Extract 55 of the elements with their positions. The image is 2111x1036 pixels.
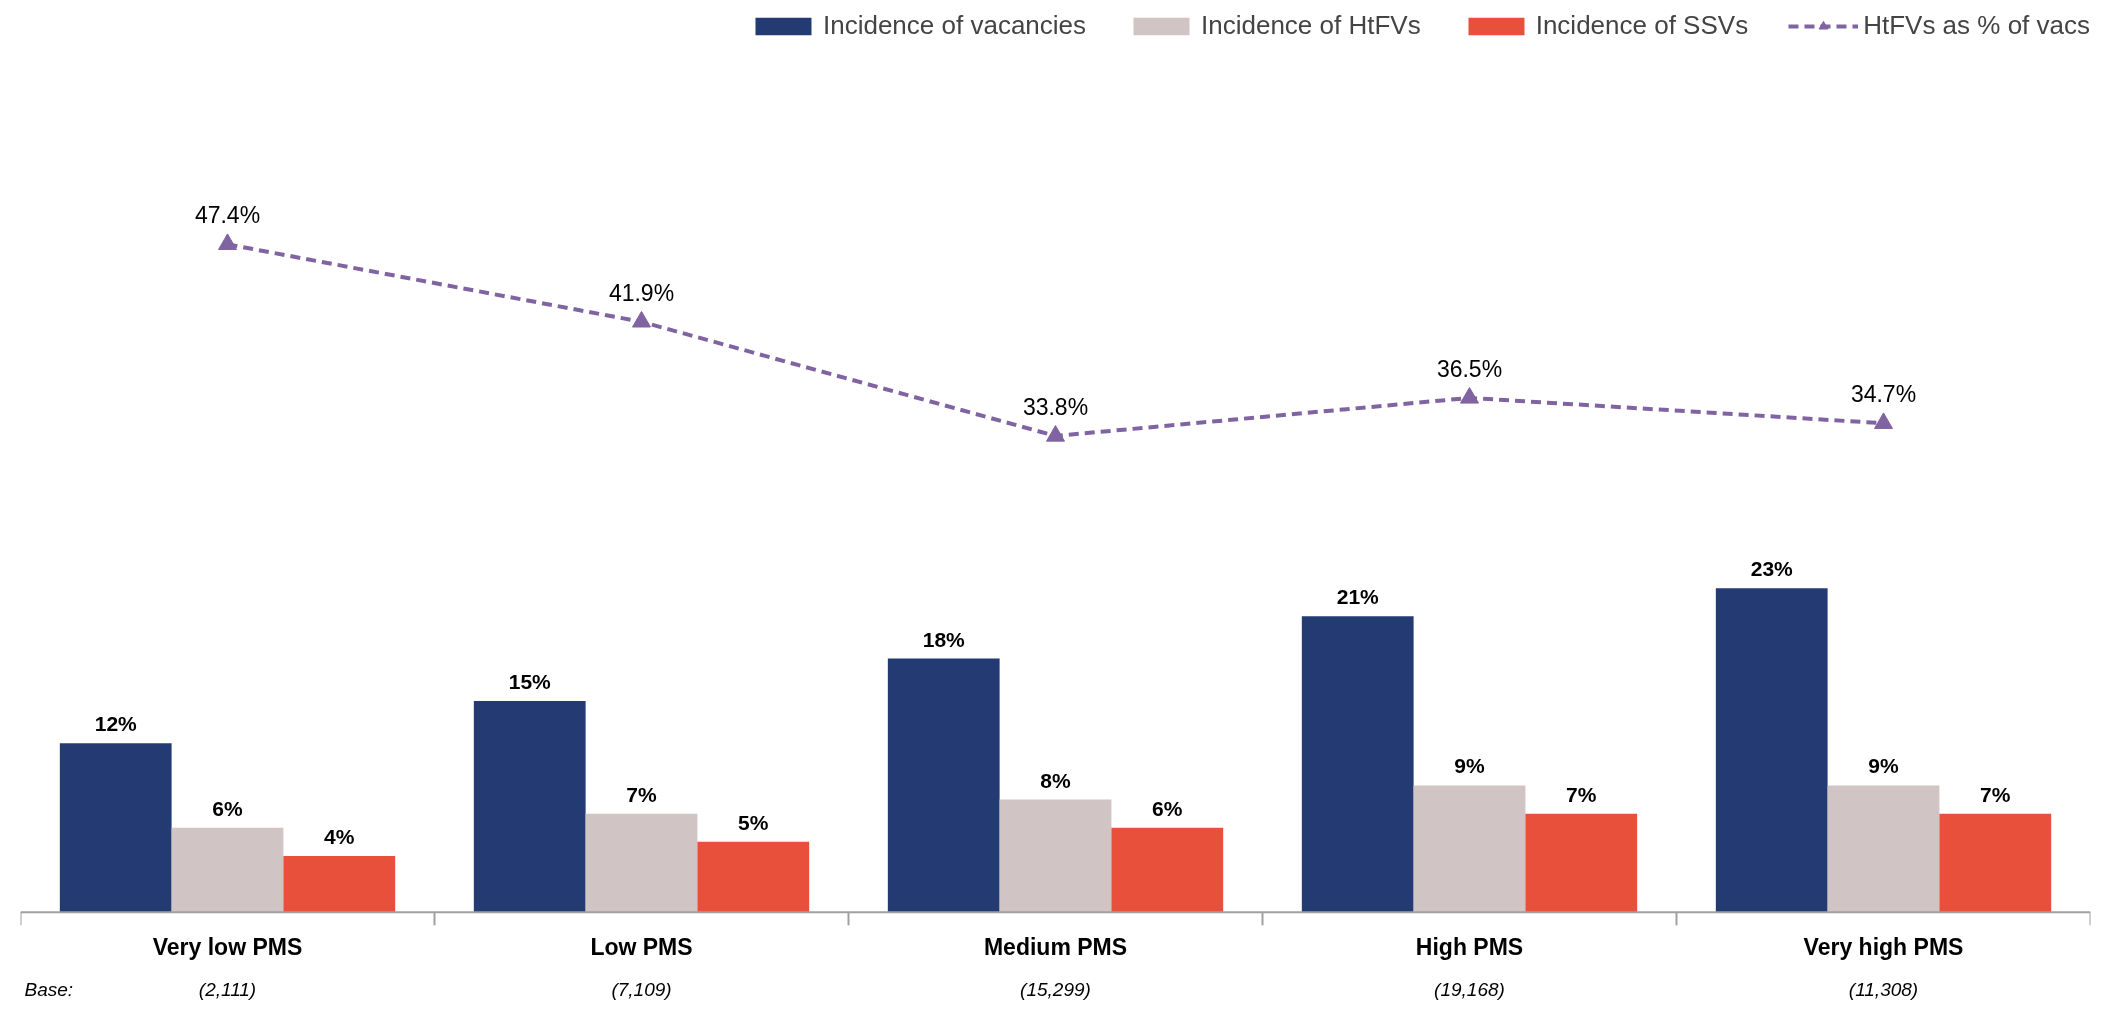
bar <box>1715 588 1828 913</box>
data-label: 8% <box>1040 768 1071 792</box>
data-label: 7% <box>1980 782 2011 806</box>
data-label: 7% <box>1566 782 1597 806</box>
bar <box>171 827 284 913</box>
data-label: 21% <box>1336 585 1380 609</box>
bar <box>1827 785 1940 913</box>
legend-label: Incidence of vacancies <box>822 10 1087 41</box>
bar <box>1525 813 1638 913</box>
text: (11,308) <box>1848 979 1919 1001</box>
text: (19,168) <box>1434 979 1505 1001</box>
x-tick-label: High PMS <box>1415 933 1524 960</box>
point <box>632 310 651 328</box>
data-label: 23% <box>1750 557 1794 581</box>
text: (15,299) <box>1020 979 1091 1001</box>
legend-label: Incidence of HtFVs <box>1201 10 1421 41</box>
x-tick-label: Very high PMS <box>1803 933 1964 960</box>
data-label: 12% <box>94 712 138 736</box>
bar <box>283 855 396 913</box>
bar <box>1301 616 1414 913</box>
bar <box>1413 785 1526 913</box>
data-label: 4% <box>324 824 355 848</box>
text: (2,111) <box>198 979 257 1001</box>
text: Base: <box>24 979 74 1001</box>
data-label: 6% <box>1152 796 1183 820</box>
data-label: 7% <box>626 782 657 806</box>
x-tick-label: Medium PMS <box>983 933 1128 960</box>
text: (7,109) <box>611 979 672 1001</box>
bar <box>585 813 698 913</box>
bar <box>473 700 586 913</box>
point <box>1046 425 1065 442</box>
data-label: 5% <box>738 810 769 834</box>
data-label: 18% <box>922 627 966 651</box>
data-label: 34.7% <box>1850 381 1917 408</box>
x-tick-label: Low PMS <box>590 933 693 960</box>
data-label: 36.5% <box>1436 355 1503 382</box>
data-label: 15% <box>508 669 552 693</box>
data-label: 9% <box>1868 754 1899 778</box>
bar <box>999 799 1112 913</box>
bar <box>1939 813 2052 913</box>
legend-label: Incidence of SSVs <box>1535 10 1749 41</box>
bar <box>887 658 1000 913</box>
data-label: 33.8% <box>1022 393 1089 420</box>
point <box>1874 412 1893 429</box>
bar <box>697 841 810 913</box>
x-tick-label: Very low PMS <box>152 933 303 960</box>
point <box>1460 387 1479 404</box>
data-label: 41.9% <box>608 279 675 306</box>
bar <box>1111 827 1224 913</box>
legend-label: HtFVs as % of vacs <box>1863 10 2090 41</box>
bar <box>59 743 172 913</box>
data-label: 6% <box>212 796 243 820</box>
data-label: 47.4% <box>194 202 261 229</box>
data-label: 9% <box>1454 754 1485 778</box>
point <box>218 233 237 250</box>
